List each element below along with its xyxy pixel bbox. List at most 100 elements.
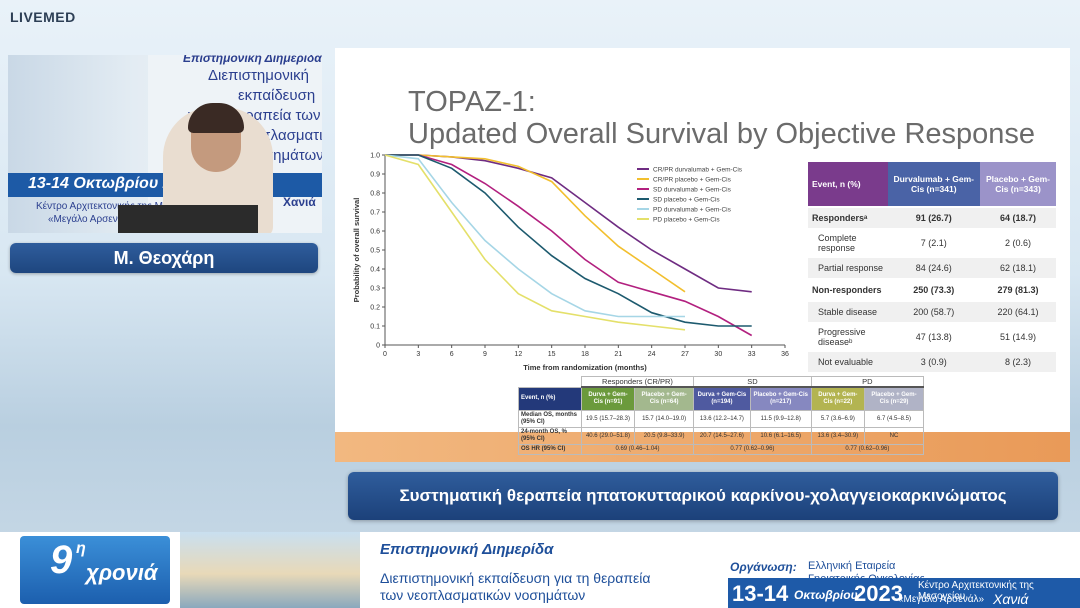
survival-curve <box>385 154 753 337</box>
table-row: Partial response 84 (24.6) 62 (18.1) <box>808 257 1056 280</box>
topic-banner: Συστηματική θεραπεία ηπατοκυτταρικού καρ… <box>348 472 1058 520</box>
table-row: Not evaluable 3 (0.9) 8 (2.3) <box>808 351 1056 374</box>
x-tick-label: 0 <box>383 351 387 358</box>
table-value: 0.77 (0.62–0.96) <box>693 444 812 455</box>
x-tick-label: 3 <box>416 351 420 358</box>
logo-number: 9 <box>50 538 73 582</box>
x-tick-label: 12 <box>514 351 522 358</box>
backdrop-text: 13-14 Οκτωβρίου 2023 <box>28 175 199 192</box>
dates: 13-14 <box>732 581 789 606</box>
response-table: Event, n (%) Durvalumab + Gem-Cis (n=341)… <box>808 162 1056 374</box>
x-tick-label: 27 <box>681 351 689 358</box>
x-axis-label: Time from randomization (months) <box>523 363 647 372</box>
table-value: 6.7 (4.5–8.5) <box>863 410 925 428</box>
km-chart: 00.10.20.30.40.50.60.70.80.91.00 3 6 9 12 15 1… <box>352 153 789 373</box>
slide: TOPAZ-1: Updated Overall Survival by Obj… <box>335 48 1070 462</box>
table-row: Event, n (%) Durvalumab + Gem-Cis (n=341)… <box>808 162 1056 208</box>
table-row: Median OS, months (95% CI) 19.5 (15.7–28.… <box>518 410 925 428</box>
backdrop-text: Διεπιστημονική <box>208 67 309 84</box>
table-value: 200 (58.7) <box>887 301 980 324</box>
row-label: Median OS, months (95% CI) <box>518 410 582 428</box>
month: Οκτωβρίου <box>794 588 858 602</box>
y-tick-label: 0.5 <box>370 248 380 255</box>
table-value: 2 (0.6) <box>980 229 1056 258</box>
survival-curve <box>384 154 685 318</box>
footer: 9 η χρονιά Επιστημονική Διημερίδα Διεπισ… <box>0 532 1080 608</box>
table-row: Progressive diseaseᵇ 47 (13.8) 51 (14.9) <box>808 323 1056 352</box>
column-header: Event, n (%) <box>808 162 888 208</box>
row-label: OS HR (95% CI) <box>518 444 582 455</box>
column-header: Placebo + Gem-Cis (n=217) <box>749 386 812 411</box>
city: Χανιά <box>993 591 1029 607</box>
venue: Κέντρο Αρχιτεκτονικής της Μεσογείου <box>918 580 1034 602</box>
logo: 9 η χρονιά <box>20 536 170 604</box>
backdrop-text: Επιστημονική Διημερίδα <box>183 55 322 65</box>
row-label: Partial response <box>808 257 888 280</box>
lectern <box>118 205 258 233</box>
slide-title: Updated Overall Survival by Objective Re… <box>408 118 1036 150</box>
table-value: 62 (18.1) <box>980 257 1056 280</box>
x-tick-label: 24 <box>648 351 656 358</box>
table-value: 40.6 (29.0–51.8) <box>580 427 636 445</box>
backdrop-text: εκπαίδευση <box>238 87 316 104</box>
row-label: Not evaluable <box>808 351 888 374</box>
table-row: Complete response 7 (2.1) 2 (0.6) <box>808 229 1056 258</box>
y-tick-label: 0.7 <box>370 210 380 217</box>
column-header: Placebo + Gem-Cis (n=343) <box>980 162 1056 208</box>
x-tick-label: 15 <box>548 351 556 358</box>
speaker-hair <box>188 103 244 133</box>
table-value: 8 (2.3) <box>980 351 1056 374</box>
speaker-name: Μ. Θεοχάρη <box>10 243 318 273</box>
table-row: OS HR (95% CI) 0.69 (0.46–1.04) 0.77 (0.62… <box>518 444 925 455</box>
legend-label: SD durvalumab + Gem-Cis <box>653 187 732 194</box>
row-label: Non-responders <box>808 279 888 302</box>
survival-curve <box>384 154 686 331</box>
table-value: 64 (18.7) <box>980 207 1056 230</box>
row-label: 24-month OS, % (95% CI) <box>518 427 582 445</box>
table-row: Non-responders 250 (73.3) 279 (81.3) <box>808 279 1056 302</box>
y-tick-label: 1.0 <box>370 153 380 160</box>
row-label: Progressive diseaseᵇ <box>808 323 888 352</box>
column-header: Durvalumab + Gem-Cis (n=341) <box>887 162 980 208</box>
legend-label: SD placebo + Gem-Cis <box>653 197 720 204</box>
legend-label: CR/PR durvalumab + Gem-Cis <box>653 167 743 174</box>
logo-suffix: η <box>76 540 86 557</box>
y-tick-label: 0.3 <box>370 286 380 293</box>
table-value: 220 (64.1) <box>980 301 1056 324</box>
column-header: Durva + Gem-Cis (n=194) <box>693 386 751 411</box>
date-bar: 13-14 Οκτωβρίου 2023 Κέντρο Αρχιτεκτονικ… <box>728 578 1080 608</box>
table-value: 15.7 (14.0–19.0) <box>634 410 695 428</box>
brand: LIVEMED <box>10 9 76 25</box>
column-header: Placebo + Gem-Cis (n=64) <box>634 386 695 411</box>
table-value: 5.7 (3.6–6.9) <box>810 410 865 428</box>
table-value: 13.6 (3.4–30.9) <box>810 427 865 445</box>
venue-name: «Μεγάλο Αρσενάλ» <box>898 594 985 605</box>
x-tick-label: 33 <box>748 351 756 358</box>
table-value: 20.5 (9.8–33.9) <box>634 427 695 445</box>
y-tick-label: 0.8 <box>370 191 380 198</box>
table-value: 0.69 (0.46–1.04) <box>580 444 695 455</box>
legend-label: PD placebo + Gem-Cis <box>653 217 720 224</box>
organizer-label: Οργάνωση: <box>730 560 797 574</box>
y-tick-label: 0 <box>376 343 380 350</box>
slide-title: TOPAZ-1: <box>408 86 536 118</box>
table-row: Respondersᵃ 91 (26.7) 64 (18.7) <box>808 207 1056 230</box>
os-table: Responders (CR/PR) SD PD Event, n (%) Durva … <box>518 376 925 455</box>
group-header: PD <box>810 376 925 388</box>
table-value: 13.6 (12.2–14.7) <box>693 410 751 428</box>
table-row: Stable disease 200 (58.7) 220 (64.1) <box>808 301 1056 324</box>
x-tick-label: 21 <box>614 351 622 358</box>
organizer: Ελληνική Εταιρεία <box>808 560 896 572</box>
speaker-video: Επιστημονική Διημερίδα Διεπιστημονική εκ… <box>8 55 322 233</box>
table-value: 7 (2.1) <box>887 229 980 258</box>
year: 2023 <box>854 581 903 606</box>
table-value: 250 (73.3) <box>887 279 980 302</box>
table-row: Responders (CR/PR) SD PD <box>519 376 925 388</box>
column-header: Durva + Gem-Cis (n=91) <box>580 386 636 411</box>
table-value: 10.6 (6.1–16.5) <box>749 427 812 445</box>
blank-cell <box>519 377 582 388</box>
y-tick-label: 0.4 <box>370 267 380 274</box>
row-label: Complete response <box>808 229 888 258</box>
x-tick-label: 6 <box>450 351 454 358</box>
